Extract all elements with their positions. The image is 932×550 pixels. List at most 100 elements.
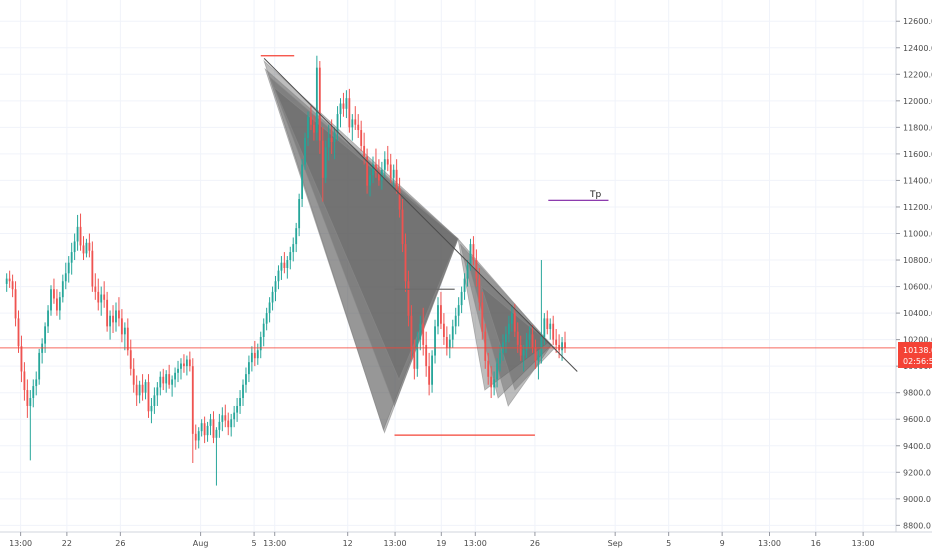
y-tick-label: 8800.0: [903, 521, 931, 530]
candle-body: [363, 145, 366, 157]
candle-body: [26, 390, 29, 406]
candle-body: [153, 395, 156, 406]
candle-body: [180, 363, 182, 369]
candle-body: [171, 379, 174, 385]
candle-body: [209, 419, 212, 426]
candle-body: [64, 273, 67, 282]
candle-body: [224, 415, 227, 421]
candle-body: [239, 398, 241, 406]
y-tick-label: 10600.0: [903, 283, 932, 292]
candle-body: [519, 344, 522, 356]
candle-body: [156, 387, 159, 396]
candle-body: [215, 429, 218, 438]
y-tick-label: 12400.0: [903, 44, 932, 53]
candle-body: [425, 344, 428, 367]
candle-body: [61, 281, 64, 298]
candle-body: [307, 116, 309, 138]
y-tick-label: 9000.0: [903, 495, 931, 504]
candle-body: [392, 169, 395, 178]
candle-body: [292, 244, 295, 253]
candle-body: [168, 374, 171, 385]
candle-body: [312, 124, 315, 133]
candle-body: [395, 169, 398, 189]
candle-body: [298, 199, 301, 229]
y-tick-label: 9600.0: [903, 415, 931, 424]
candle-body: [466, 265, 469, 279]
candle-body: [345, 98, 348, 109]
candle-body: [389, 164, 392, 178]
candle-body: [481, 302, 484, 332]
candle-body: [277, 270, 280, 282]
candle-body: [248, 362, 250, 375]
candle-body: [115, 310, 117, 323]
candle-body: [283, 262, 286, 268]
x-tick-label: 13:00: [464, 539, 487, 548]
x-tick-label: 26: [530, 539, 540, 548]
x-tick-label: Sep: [608, 539, 623, 548]
grid-lines: [0, 0, 896, 532]
candle-body: [507, 323, 510, 335]
candle-body: [103, 294, 106, 300]
last-price-label: 10138.0: [903, 346, 932, 355]
y-tick-label: 11600.0: [903, 150, 932, 159]
candle-body: [428, 366, 431, 385]
candle-body: [183, 363, 185, 367]
candle-body: [324, 147, 327, 178]
candle-body: [120, 318, 123, 335]
y-tick-label: 12200.0: [903, 70, 932, 79]
candle-body: [23, 371, 26, 391]
candle-body: [135, 384, 138, 396]
candle-body: [17, 318, 20, 347]
candle-body: [76, 226, 79, 242]
trend-line: [263, 58, 578, 372]
candle-body: [253, 352, 256, 359]
candle-body: [79, 226, 82, 246]
candle-body: [165, 374, 168, 384]
candle-body: [82, 245, 85, 254]
candle-body: [191, 366, 194, 434]
x-tick-label: 13:00: [384, 539, 407, 548]
candle-body: [245, 374, 247, 385]
x-tick-label: 26: [115, 539, 125, 548]
candle-body: [47, 310, 49, 327]
candle-body: [496, 363, 498, 380]
x-tick-label: 5: [252, 539, 257, 548]
candle-body: [274, 281, 277, 292]
candle-body: [416, 339, 419, 369]
time-axis[interactable]: 13:00 22 26 Aug 5 13:00 12 13:00 19 13:00 26 Sep 5 9 1…: [9, 532, 875, 548]
candle-body: [339, 103, 342, 115]
candle-body: [141, 384, 144, 393]
candle-body: [546, 318, 549, 330]
candle-body: [552, 323, 555, 340]
candle-body: [454, 315, 457, 327]
candle-body: [330, 137, 333, 142]
candle-body: [162, 376, 165, 384]
candle-body: [410, 315, 413, 351]
candle-body: [375, 164, 377, 173]
candle-body: [445, 336, 448, 348]
candle-body: [55, 298, 58, 311]
candle-body: [315, 67, 318, 133]
candle-body: [351, 119, 354, 128]
candle-body: [58, 297, 61, 311]
candle-body: [185, 359, 188, 367]
candle-body: [348, 98, 351, 128]
candle-body: [132, 368, 135, 385]
candle-body: [469, 244, 472, 266]
x-tick-label: 13:00: [263, 539, 286, 548]
candle-body: [401, 209, 404, 245]
y-tick-label: 11200.0: [903, 203, 932, 212]
candle-body: [442, 323, 445, 337]
candle-body: [44, 326, 47, 344]
x-tick-label: 13:00: [852, 539, 875, 548]
candle-body: [398, 188, 401, 210]
candle-body: [431, 355, 433, 385]
candle-body: [440, 305, 442, 324]
candle-body: [437, 305, 439, 327]
candle-body: [372, 164, 374, 176]
candle-body: [475, 260, 478, 279]
candle-body: [268, 302, 271, 314]
candle-body: [419, 323, 422, 340]
